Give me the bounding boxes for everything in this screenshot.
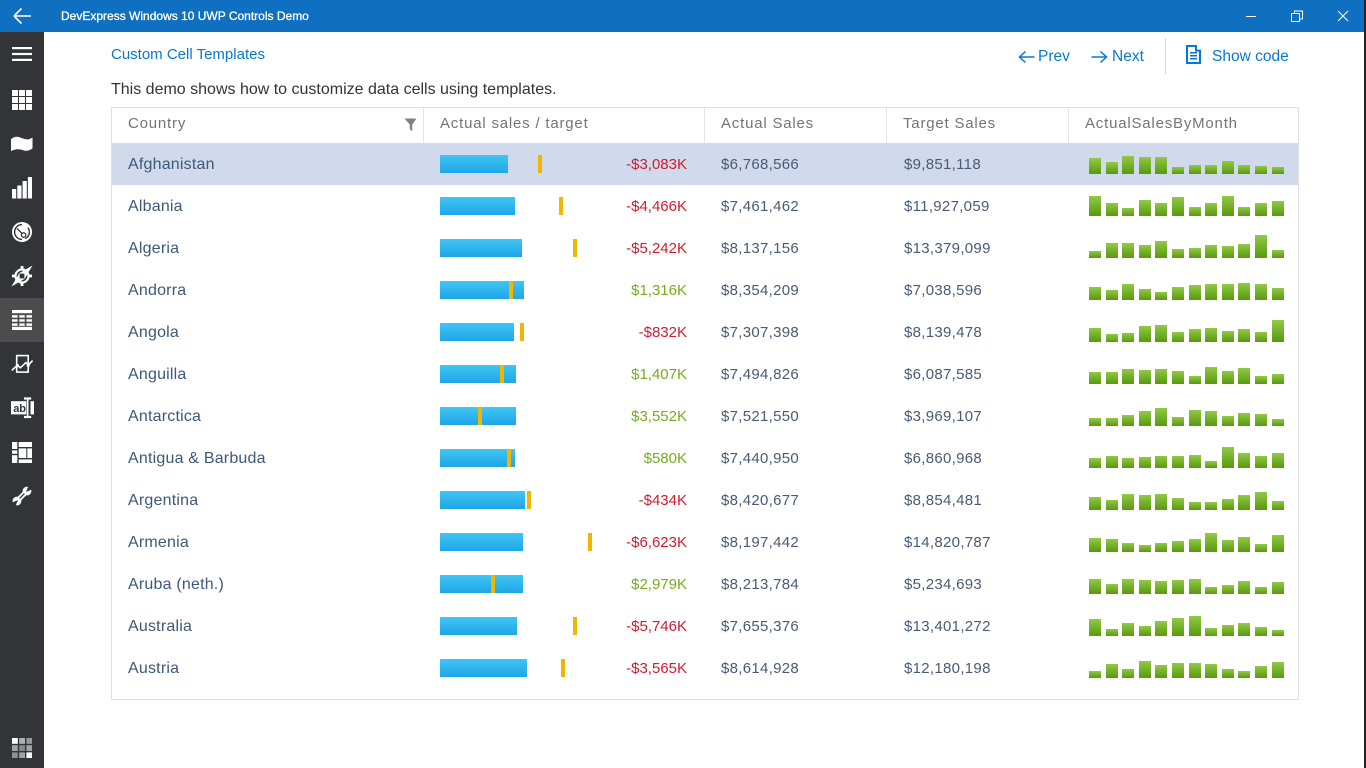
svg-text:ab: ab [13, 403, 26, 415]
